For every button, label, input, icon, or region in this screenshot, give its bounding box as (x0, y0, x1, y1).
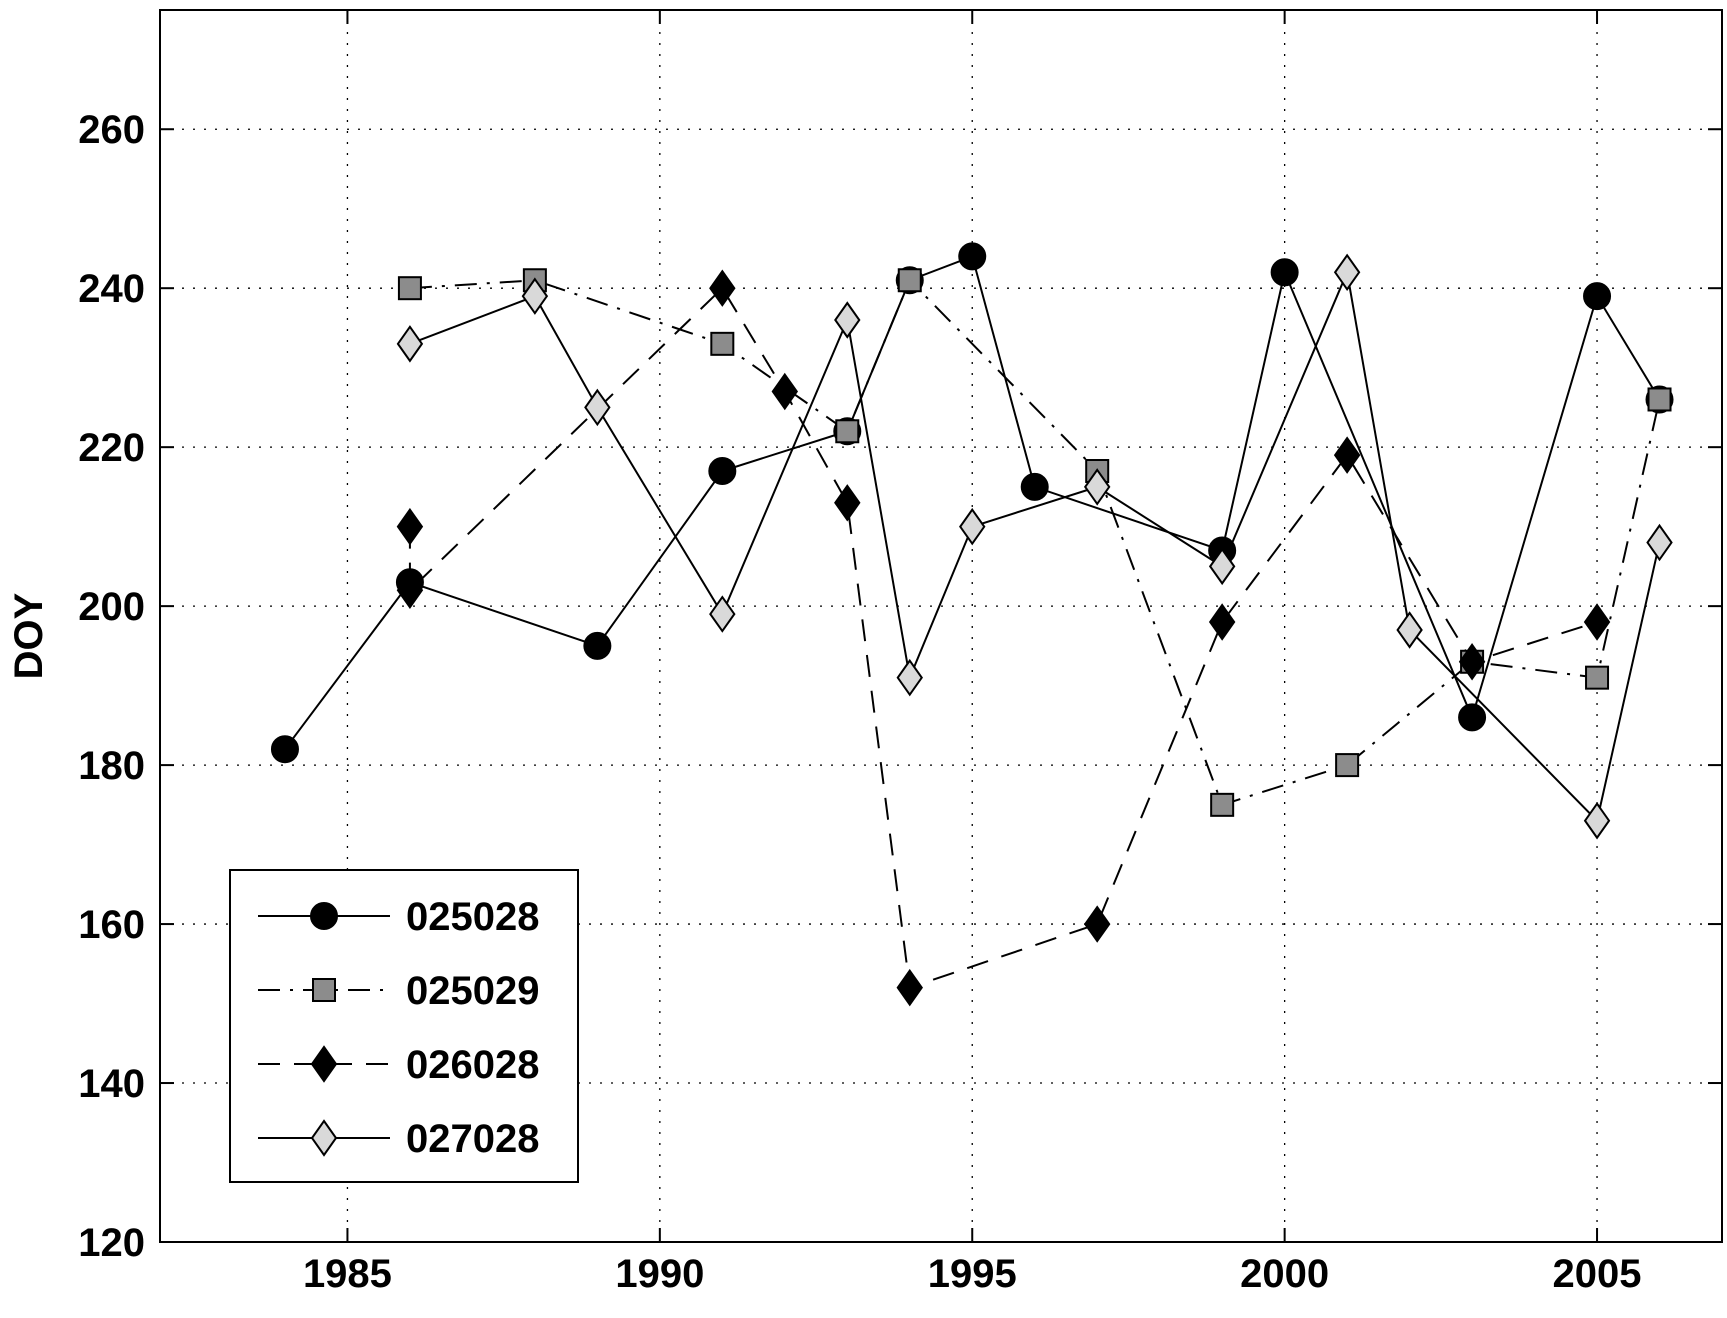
legend: 025028 025029 026028 027028 (229, 869, 579, 1183)
point-026028-1999 (1208, 603, 1236, 641)
y-tick-label: 180 (78, 744, 145, 788)
point-025028-1996 (1020, 472, 1049, 501)
x-tick-label: 2005 (1553, 1252, 1642, 1296)
y-tick-label: 240 (78, 267, 145, 311)
point-027028-2006 (1646, 523, 1673, 562)
point-027028-2001 (1333, 253, 1361, 292)
legend-label-026028: 026028 (406, 1043, 539, 1087)
point-027028-2005 (1583, 802, 1611, 840)
point-027028-2002 (1396, 611, 1423, 649)
legend-box (229, 869, 579, 1183)
x-tick-label: 1995 (928, 1252, 1017, 1296)
point-026028-1992 (771, 372, 799, 411)
series-markers (270, 242, 1674, 1007)
point-026028-1994 (896, 968, 923, 1007)
point-025029-1994 (897, 268, 922, 293)
point-025029-1986 (397, 276, 422, 301)
y-tick-label: 120 (78, 1221, 145, 1265)
y-axis-label: DOY (7, 592, 51, 679)
point-025028-1995 (958, 242, 987, 271)
legend-label-025029: 025029 (406, 969, 539, 1013)
y-tick-label: 260 (78, 108, 145, 152)
legend-marker-026028 (310, 1045, 338, 1083)
y-tick-label: 160 (78, 903, 145, 947)
legend-marker-025028 (310, 902, 338, 930)
point-027028-1991 (709, 595, 736, 633)
point-025029-2005 (1585, 665, 1610, 690)
series-line-027028 (409, 268, 1661, 823)
point-027028-1989 (584, 388, 611, 427)
point-025029-1991 (710, 331, 735, 356)
point-025029-2006 (1647, 387, 1672, 412)
point-026028-1991 (709, 269, 736, 307)
gridlines (160, 10, 1722, 1242)
y-tick-label: 200 (78, 585, 145, 629)
point-025028-1991 (708, 457, 737, 486)
legend-label-025028: 025028 (406, 895, 539, 939)
legend-label-027028: 027028 (406, 1117, 539, 1161)
point-027028-1999 (1208, 547, 1236, 586)
point-025028-2005 (1583, 282, 1612, 311)
point-026028-1986 (396, 507, 424, 546)
point-026028-2003 (1458, 643, 1486, 681)
legend-marker-027028 (310, 1119, 338, 1157)
point-027028-1994 (896, 658, 923, 697)
point-027028-1995 (959, 507, 986, 546)
point-027028-1997 (1083, 468, 1111, 506)
point-025029-1999 (1210, 792, 1235, 817)
point-025028-2000 (1270, 258, 1299, 287)
point-025028-1989 (583, 631, 612, 660)
point-027028-1993 (834, 301, 861, 339)
x-tick-label: 1990 (615, 1252, 704, 1296)
point-027028-1988 (521, 277, 549, 315)
point-026028-2005 (1583, 603, 1611, 641)
y-tick-label: 140 (78, 1062, 145, 1106)
y-tick-label: 220 (78, 426, 145, 470)
point-025029-2001 (1335, 753, 1360, 778)
point-026028-1993 (834, 484, 861, 522)
point-026028-1997 (1083, 905, 1111, 943)
axis-ticks: 1985 1990 1995 2000 2005 120 140 160 180 200 220 24… (78, 10, 1722, 1296)
point-027028-1986 (396, 325, 424, 363)
legend-marker-025029 (312, 978, 336, 1002)
point-026028-2001 (1333, 436, 1361, 474)
x-tick-label: 2000 (1240, 1252, 1329, 1296)
point-025028-2003 (1458, 703, 1487, 732)
point-025029-1993 (835, 419, 860, 444)
point-025028-1984 (270, 735, 299, 764)
x-tick-label: 1985 (303, 1252, 392, 1296)
point-026028-1986 (396, 571, 424, 609)
plot-frame (159, 9, 1723, 1243)
